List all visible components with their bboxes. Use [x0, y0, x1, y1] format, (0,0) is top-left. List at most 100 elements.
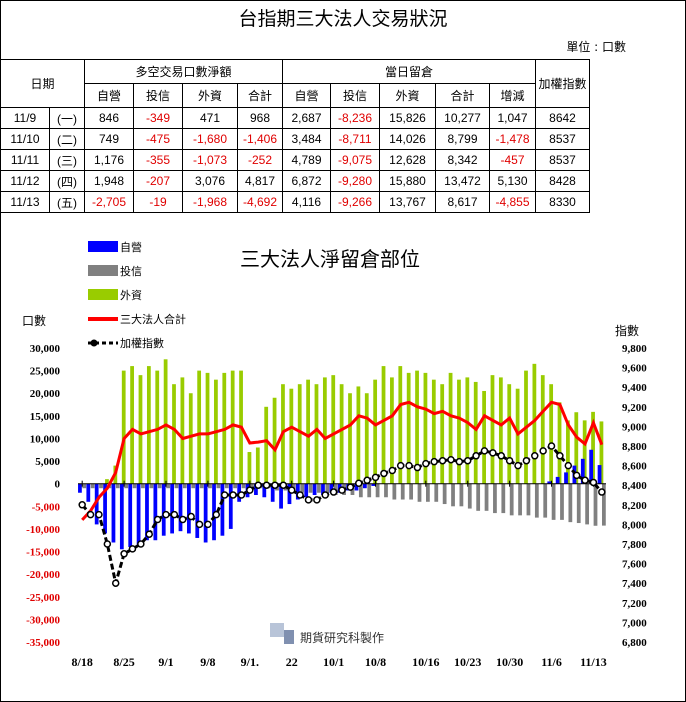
date-header: 日期 [0, 59, 85, 108]
y-tick-label: -20,000 [26, 569, 60, 581]
index-point [86, 510, 95, 519]
index-point [153, 515, 162, 524]
index-point [438, 456, 447, 465]
bar [272, 397, 277, 484]
y-tick-label: -30,000 [26, 614, 60, 626]
value-cell: -4,692 [237, 191, 283, 213]
y2-tick-label: 7,800 [622, 539, 647, 551]
value-cell: 8330 [535, 191, 590, 213]
bar [356, 386, 361, 484]
bar [322, 377, 327, 484]
bar [90, 483, 95, 489]
value-cell: 12,628 [379, 149, 436, 171]
bar [197, 370, 202, 484]
bar [532, 363, 537, 484]
value-cell: -475 [133, 128, 183, 150]
index-point [405, 461, 413, 470]
x-tick-label: 11/6 [541, 655, 562, 669]
index-point [371, 473, 380, 482]
column-header: 增減 [489, 83, 536, 108]
y-tick-label: 30,000 [30, 343, 61, 355]
column-header: 投信 [330, 83, 380, 108]
bar [400, 483, 405, 500]
bar [289, 388, 294, 484]
bar [270, 483, 275, 502]
bar [141, 483, 145, 489]
index-point [170, 510, 179, 519]
total-line [81, 400, 604, 521]
page-title: 台指期三大法人交易狀況 [238, 8, 448, 30]
table-row: 11/10 (二) 749 -475 -1,680 -1,406 3,484 -8,711 14… [0, 128, 590, 150]
y2-tick-label: 8,200 [622, 500, 647, 512]
bar [155, 370, 160, 484]
value-cell: -1,073 [182, 149, 238, 171]
value-cell: 15,826 [379, 107, 436, 129]
index-point [204, 520, 212, 529]
index-point [296, 491, 304, 499]
index-point [589, 478, 598, 487]
index-point [564, 461, 573, 470]
bar [170, 483, 175, 534]
value-cell: 8642 [535, 107, 590, 129]
bar [86, 483, 91, 502]
y-tick-label: -5,000 [32, 501, 61, 513]
index-point [287, 486, 296, 494]
bar [208, 483, 212, 489]
bar [549, 384, 554, 484]
bar [145, 483, 149, 541]
index-point [430, 457, 438, 466]
bar [354, 483, 359, 491]
value-cell: 1,948 [84, 170, 134, 192]
bar [188, 393, 193, 484]
bar [518, 483, 522, 516]
value-cell: 8,799 [435, 128, 490, 150]
value-cell: 968 [237, 107, 283, 129]
bar [498, 377, 503, 484]
value-cell: 4,817 [237, 170, 283, 192]
bar [574, 412, 579, 484]
index-point [463, 456, 472, 465]
bar [526, 483, 531, 516]
index-point [480, 447, 489, 455]
index-point [556, 452, 564, 460]
value-cell: -457 [489, 149, 536, 171]
bar [392, 483, 397, 500]
footer-credit: 期貨研究科製作 [300, 630, 384, 645]
value-cell: -1,406 [237, 128, 283, 150]
bar [295, 483, 300, 500]
y-tick-label: -15,000 [26, 547, 60, 559]
weekday-cell: (二) [49, 128, 85, 150]
column-header: 自營 [84, 83, 134, 108]
bar [555, 476, 560, 484]
bar [180, 377, 185, 484]
x-tick-label: 9/8 [200, 655, 215, 669]
index-point [179, 515, 187, 524]
bar [136, 483, 141, 545]
index-point [313, 496, 321, 504]
bar [317, 483, 321, 493]
value-cell: 471 [182, 107, 238, 129]
value-cell: -19 [133, 191, 183, 213]
value-cell: 1,047 [489, 107, 536, 129]
value-cell: -4,855 [489, 191, 536, 213]
x-tick-label: 11/13 [580, 655, 607, 669]
bar [130, 366, 134, 484]
y2-tick-label: 8,600 [622, 461, 647, 473]
index-point [531, 452, 539, 460]
index-point [262, 481, 271, 489]
index-point [388, 466, 397, 475]
table-row: 11/11 (三) 1,176 -355 -1,073 -252 4,789 -9,075 12… [0, 149, 590, 171]
bar [540, 375, 545, 484]
bar [599, 421, 604, 484]
y-tick-label: 25,000 [30, 366, 61, 378]
index-point [187, 512, 195, 521]
bar [314, 384, 319, 484]
bar [371, 483, 376, 486]
date-cell: 11/12 [0, 170, 50, 192]
x-tick-label: 10/8 [365, 655, 386, 669]
date-cell: 11/11 [0, 149, 50, 171]
index-point [321, 491, 329, 499]
index-point [514, 461, 522, 470]
bar [580, 458, 585, 484]
bar [264, 406, 269, 484]
